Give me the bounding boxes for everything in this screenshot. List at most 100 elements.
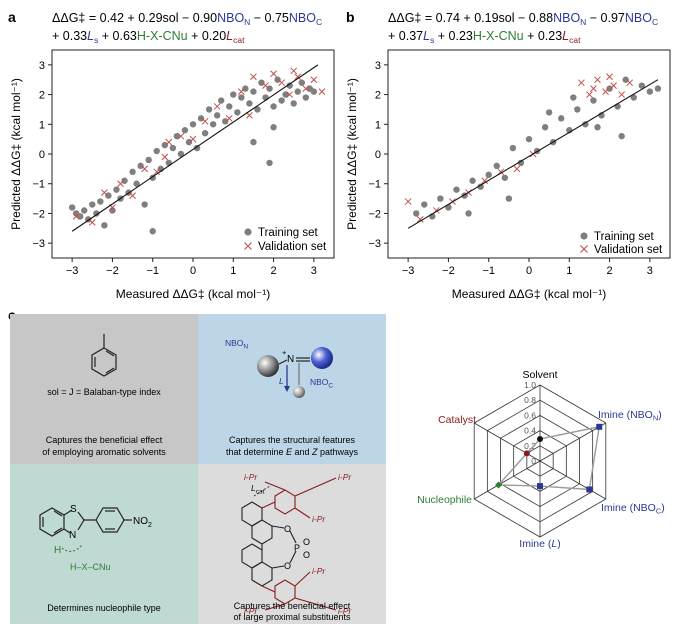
validation-point-a — [318, 88, 326, 95]
validation-point-a — [101, 189, 108, 196]
legend-training-label-a: Training set — [258, 227, 318, 239]
radar-label-nboc-text: Imine (NBO — [601, 502, 656, 514]
training-point-a — [185, 138, 193, 146]
training-point-a — [105, 192, 112, 199]
eq-a-lcat: L — [226, 29, 233, 43]
y-axis-title-b: Predicted ΔΔG‡ (kcal mol⁻¹) — [345, 78, 359, 230]
eq-a-l2-mid2: + 0.20 — [188, 29, 227, 43]
catalyst-o-3: O — [303, 537, 310, 547]
box-solvent-caption-1: Captures the beneficial effect — [46, 435, 163, 445]
training-point-a — [169, 144, 177, 152]
radar-label-nucleophile: Nucleophile — [417, 494, 472, 506]
imine-l-arrowhead — [284, 386, 290, 392]
box-nucleophile — [10, 464, 198, 624]
training-point-b — [505, 195, 513, 202]
y-tick-label-a: −1 — [32, 179, 45, 191]
imine-nboc-text: NBO — [310, 377, 329, 387]
training-point-b — [622, 76, 629, 83]
validation-point-b — [513, 165, 521, 173]
legend-validation-label-b: Validation set — [594, 244, 663, 256]
radar-spoke — [539, 460, 607, 500]
n-bond-2 — [63, 528, 71, 534]
y-axis-title-a: Predicted ΔΔG‡ (kcal mol⁻¹) — [9, 78, 23, 230]
ipr-bond-2 — [294, 477, 337, 497]
nucleophile-nitro-sub: 2 — [148, 522, 152, 529]
imine-n-atom: N — [287, 354, 294, 365]
training-point-b — [501, 174, 509, 181]
y-tick-label-a: −3 — [32, 238, 45, 250]
y-tick-label-a: 2 — [39, 90, 45, 102]
radar-tick-label: 0.6 — [524, 410, 536, 420]
eq-a-hx: H-X-CNu — [137, 29, 188, 43]
validation-point-a — [225, 114, 233, 122]
box-catalyst — [198, 464, 386, 624]
eq-a-l1-mid: − 0.75 — [250, 11, 289, 25]
training-point-a — [205, 106, 213, 113]
training-point-b — [574, 106, 581, 113]
ipr-bond-4 — [294, 571, 311, 587]
eq-b-l2-pre: + 0.37 — [388, 29, 423, 43]
validation-point-a — [161, 153, 169, 161]
p-bond-2 — [289, 550, 297, 564]
validation-point-a — [278, 79, 285, 87]
training-point-b — [594, 124, 601, 131]
radar-label-nboc-sub: C — [656, 507, 662, 516]
benzo-double-2 — [53, 510, 63, 517]
training-point-b — [477, 183, 484, 190]
validation-point-b — [586, 91, 593, 98]
training-point-a — [181, 127, 189, 134]
validation-point-a — [310, 76, 318, 84]
nucleophile-n-atom: N — [69, 530, 76, 541]
training-point-a — [298, 79, 305, 86]
catalyst-ipr-2: i-Pr — [338, 472, 352, 482]
benzene-ring — [91, 347, 117, 377]
training-point-a — [250, 138, 257, 146]
catalyst-o-4: O — [303, 550, 310, 560]
y-tick-label-b: 0 — [375, 149, 381, 161]
training-point-a — [258, 79, 265, 86]
catalyst-structure — [241, 501, 297, 587]
x-tick-label-b: 0 — [526, 265, 532, 277]
validation-point-a — [302, 85, 310, 92]
validation-point-a — [246, 112, 253, 119]
eq-b-l2-mid: + 0.23 — [434, 29, 473, 43]
catalyst-upper-aryl-bond — [261, 501, 276, 509]
validation-point-a — [286, 91, 294, 98]
training-point-b — [638, 82, 645, 89]
y-tick-label-b: 3 — [375, 60, 381, 72]
training-point-a — [177, 150, 185, 158]
x-tick-label-b: −3 — [402, 265, 415, 277]
radar-tick-label: 0.8 — [524, 395, 536, 405]
training-point-a — [113, 186, 120, 193]
training-point-a — [97, 198, 104, 205]
eq-a-nbon: NBO — [217, 11, 244, 25]
validation-point-b — [610, 82, 617, 90]
y-tick-label-a: 3 — [39, 60, 45, 72]
training-point-a — [121, 177, 128, 184]
training-point-b — [493, 162, 500, 170]
imine-n-substituent-sphere — [257, 355, 279, 377]
ipr-bond-1 — [264, 481, 286, 491]
training-point-a — [145, 156, 152, 164]
validation-point-a — [237, 88, 245, 95]
eq-b-nbon: NBO — [553, 11, 580, 25]
fit-line-a — [71, 64, 319, 232]
training-point-b — [545, 109, 553, 116]
box-solvent-caption-2: of employing aromatic solvents — [42, 447, 166, 457]
training-point-b — [465, 210, 472, 217]
validation-point-a — [141, 165, 149, 173]
radar-label-l-text: L — [551, 538, 557, 550]
imine-structure: NBON + N L NBOC — [225, 338, 333, 398]
eq-b-nboc-sub: C — [652, 17, 658, 27]
x-axis-title-a: Measured ΔΔG‡ (kcal mol⁻¹) — [116, 287, 270, 301]
training-point-a — [238, 94, 245, 101]
y-tick-label-b: 2 — [375, 90, 381, 102]
benzene-double-bond-2 — [105, 367, 115, 374]
training-point-a — [266, 159, 273, 167]
x-tick-label-a: 3 — [311, 265, 317, 277]
eq-a-ls-sub: s — [94, 35, 98, 45]
radar-label-nbon-text: Imine (NBO — [598, 409, 653, 421]
validation-point-a — [250, 73, 257, 81]
validation-point-b — [606, 73, 613, 81]
legend-a: Training set Validation set — [244, 227, 327, 253]
